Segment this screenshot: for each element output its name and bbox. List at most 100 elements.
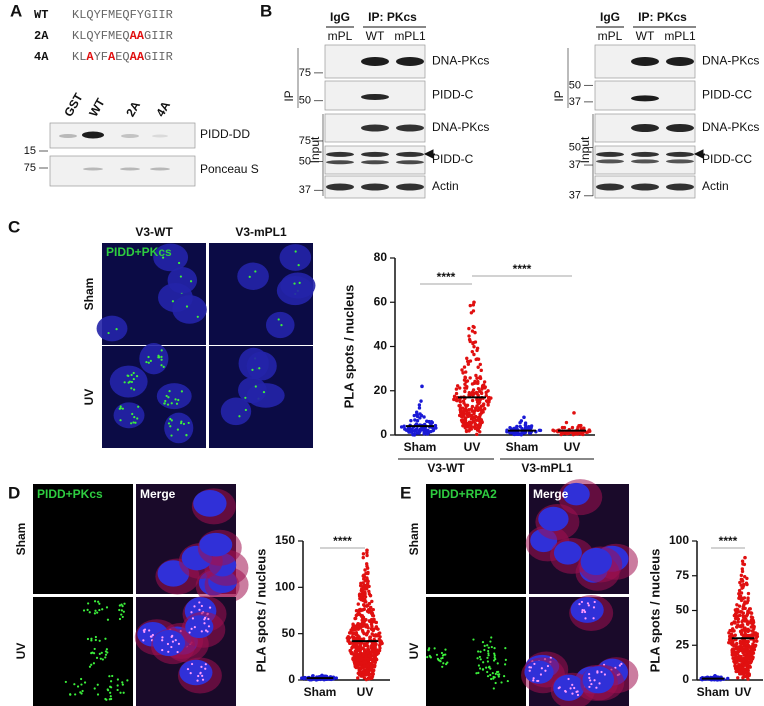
dot — [361, 615, 365, 620]
pla-spot — [93, 687, 96, 690]
sequence-name: 4A — [34, 50, 49, 64]
dot — [417, 403, 422, 407]
pla-spot — [426, 655, 429, 659]
pla-spot — [504, 663, 507, 666]
pla-spot — [119, 419, 122, 422]
pla-spot — [200, 604, 203, 608]
max-dot — [365, 548, 369, 553]
dot — [521, 430, 526, 435]
pla-spot — [298, 281, 301, 284]
pla-spot — [294, 250, 297, 253]
pla-spot — [189, 672, 192, 675]
pla-spot — [130, 380, 134, 384]
pla-spot — [490, 677, 493, 681]
dot — [734, 609, 738, 613]
dot — [473, 409, 477, 413]
nucleus — [185, 615, 214, 639]
dot — [354, 643, 359, 647]
dot — [475, 432, 479, 437]
dot — [419, 413, 424, 418]
pla-spot — [569, 687, 572, 690]
dot — [749, 621, 754, 625]
band — [326, 151, 354, 157]
pla-spot — [576, 690, 579, 693]
dot — [582, 426, 586, 430]
marker-label: 75 — [24, 162, 36, 174]
marker-label: 37 — [299, 184, 311, 196]
pla-spot — [92, 652, 96, 655]
pla-spot — [193, 605, 196, 608]
dot — [560, 425, 565, 430]
y-axis-label: PLA spots / nucleus — [253, 549, 268, 673]
dot — [746, 667, 750, 671]
dot — [361, 552, 366, 556]
pla-spot — [598, 682, 601, 685]
pla-spot — [82, 609, 86, 612]
pla-spot — [122, 610, 125, 613]
y-axis-label: PLA spots / nucleus — [647, 549, 662, 673]
dot — [411, 433, 415, 437]
pla-spot — [593, 679, 596, 682]
marker-label: 15 — [24, 145, 36, 157]
pla-spot — [105, 606, 109, 609]
dot — [417, 406, 422, 410]
pla-spot — [587, 604, 590, 607]
pla-spot — [109, 680, 113, 683]
row-label: Sham — [82, 278, 96, 311]
image-label: Merge — [533, 487, 569, 501]
dot — [467, 326, 471, 331]
pla-spot — [490, 636, 493, 639]
panel-letter: C — [8, 217, 20, 236]
pla-spot — [492, 677, 495, 680]
row-label: PIDD-CC — [702, 152, 752, 166]
pla-spot — [188, 631, 191, 634]
pla-spot — [162, 365, 165, 368]
residue: GIIR — [144, 50, 173, 64]
pla-spot — [596, 671, 599, 674]
max-dot — [320, 673, 324, 678]
pla-spot — [151, 633, 154, 637]
dot — [361, 652, 365, 657]
dot — [355, 632, 359, 637]
dot — [361, 624, 365, 628]
y-axis-label: PLA spots / nucleus — [341, 285, 356, 409]
pla-spot — [69, 693, 72, 696]
y-tick-label: 25 — [676, 637, 690, 651]
dot — [742, 653, 746, 657]
pla-spot — [277, 318, 280, 321]
dot — [537, 428, 542, 432]
pla-spot — [137, 405, 140, 408]
band — [631, 151, 659, 157]
lane-label: 4A — [153, 99, 173, 120]
dot — [476, 357, 481, 361]
dot — [728, 628, 732, 633]
pla-spot — [171, 634, 174, 638]
dot — [747, 607, 752, 611]
y-tick-label: 0 — [288, 672, 295, 686]
pla-spot — [130, 373, 133, 377]
pla-spot — [494, 658, 497, 661]
dot — [743, 632, 748, 636]
pla-spot — [207, 625, 211, 628]
dot — [366, 579, 370, 583]
pla-spot — [442, 662, 445, 665]
band — [631, 159, 659, 164]
pla-spot — [476, 657, 479, 660]
dot — [743, 626, 747, 630]
pla-spot — [94, 635, 97, 639]
dot — [527, 431, 532, 435]
sequence-name: WT — [34, 8, 48, 22]
pla-spot — [136, 417, 139, 420]
pla-spot — [435, 653, 439, 656]
blot-box — [49, 122, 196, 149]
dot — [755, 632, 759, 636]
max-dot — [472, 300, 476, 305]
dot — [418, 429, 422, 433]
pla-spot — [126, 374, 129, 377]
pla-spot — [445, 663, 448, 666]
micrograph — [33, 597, 133, 706]
dot — [358, 592, 362, 596]
pla-spot — [489, 640, 492, 643]
dot — [371, 672, 375, 676]
dot — [370, 599, 374, 604]
